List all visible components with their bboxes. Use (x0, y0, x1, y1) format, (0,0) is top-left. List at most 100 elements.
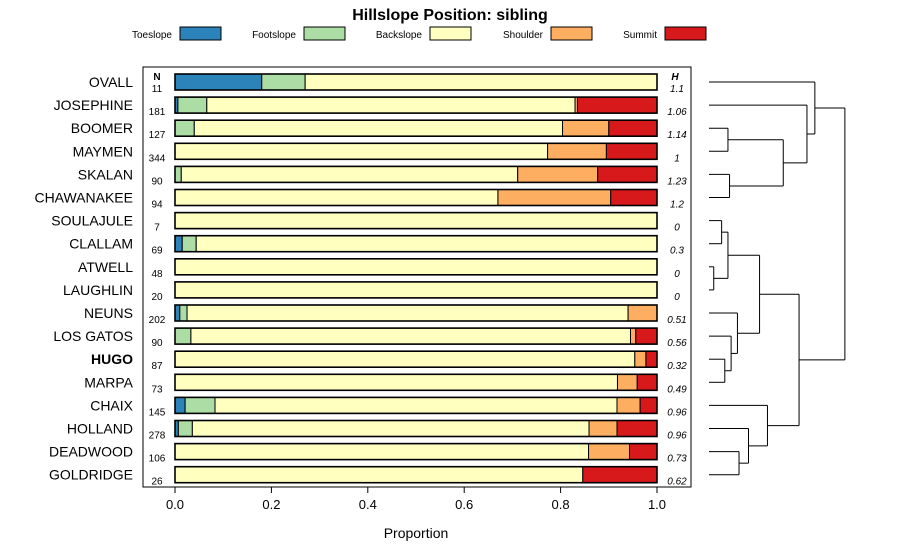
n-value: 202 (149, 315, 166, 326)
bar-segment-backslope (190, 327, 631, 345)
bar-atwell (174, 257, 658, 276)
bar-outline (174, 96, 658, 114)
bar-outline (174, 188, 658, 207)
category-label: JOSEPHINE (54, 97, 133, 113)
category-label: MARPA (84, 374, 133, 390)
bar-segment-shoulder (517, 165, 599, 183)
bar-outline (174, 234, 658, 253)
h-value: 1.1 (670, 84, 684, 95)
bar-outline (174, 396, 658, 415)
h-value: 0.51 (667, 315, 686, 326)
n-value: 145 (149, 407, 166, 418)
legend-label-toeslope: Toeslope (132, 30, 172, 41)
category-label: BOOMER (71, 120, 133, 136)
bar-ovall (174, 73, 658, 91)
bar-segment-footslope (174, 119, 195, 137)
h-value: 0 (674, 292, 680, 303)
bar-segment-backslope (174, 142, 549, 160)
category-label: MAYMEN (73, 143, 133, 159)
bar-outline (174, 142, 658, 161)
n-value: 94 (151, 200, 163, 211)
bar-segment-backslope (174, 189, 499, 206)
bar-segment-summit (616, 420, 658, 437)
bar-goldridge (174, 465, 658, 484)
bar-outline (174, 119, 658, 137)
bar-segment-backslope (304, 73, 658, 91)
bar-segment-footslope (174, 165, 182, 183)
n-header: N (153, 72, 160, 83)
bar-segment-backslope (174, 373, 618, 391)
bar-segment-summit (610, 189, 658, 206)
bars (174, 73, 658, 484)
bar-segment-summit (645, 350, 658, 368)
category-label: CHAWANAKEE (34, 190, 133, 206)
legend-label-summit: Summit (623, 30, 657, 41)
bar-segment-summit (597, 165, 658, 183)
legend-swatch-toeslope (179, 26, 222, 41)
legend-swatch-backslope (429, 26, 472, 41)
bar-outline (174, 465, 658, 484)
bar-segment-shoulder (616, 373, 638, 391)
n-value: 106 (149, 454, 166, 465)
h-value: 0 (674, 223, 680, 234)
category-label: GOLDRIDGE (49, 467, 133, 483)
n-value: 48 (151, 269, 163, 280)
bar-segment-shoulder (627, 304, 658, 322)
bar-segment-backslope (195, 235, 658, 253)
bar-segment-shoulder (588, 443, 631, 461)
bar-outline (174, 304, 658, 322)
bar-segment-summit (635, 327, 658, 345)
bar-chaix (174, 396, 658, 415)
bar-segment-backslope (174, 281, 658, 299)
bar-segment-shoulder (616, 396, 641, 414)
bar-segment-backslope (174, 350, 636, 368)
legend-swatch-footslope (303, 26, 346, 41)
category-label: CHAIX (90, 397, 133, 413)
bar-segment-summit (639, 396, 658, 414)
bar-deadwood (174, 442, 658, 461)
bar-segment-backslope (174, 212, 658, 230)
bar-outline (174, 257, 658, 276)
x-axis-title: Proportion (384, 525, 449, 541)
bar-soulajule (174, 211, 658, 230)
h-value: 0.56 (667, 338, 687, 349)
bar-segment-footslope (184, 396, 216, 414)
category-label: OVALL (89, 74, 133, 90)
bar-outline (174, 373, 658, 392)
bar-outline (174, 165, 658, 184)
n-value: 73 (151, 384, 163, 395)
chart-title: Hillslope Position: sibling (352, 7, 548, 24)
n-value: 69 (151, 246, 163, 257)
bar-segment-toeslope (174, 73, 263, 91)
bar-outline (174, 327, 658, 345)
category-label: HOLLAND (67, 421, 133, 437)
n-value: 87 (151, 361, 163, 372)
legend-label-footslope: Footslope (252, 30, 296, 41)
bar-segment-footslope (261, 73, 306, 91)
bar-segment-backslope (174, 258, 658, 276)
bar-chawanakee (174, 188, 658, 207)
x-axis: 0.0 0.2 0.4 0.6 0.8 1.0 (166, 487, 666, 512)
bar-segment-shoulder (562, 119, 610, 137)
legend-swatch-shoulder (550, 26, 593, 41)
n-value: 7 (154, 223, 160, 234)
bar-outline (174, 350, 658, 369)
n-value: 344 (149, 153, 166, 164)
bar-maymen (174, 142, 658, 161)
h-value: 0.96 (667, 431, 687, 442)
bar-segment-shoulder (547, 142, 607, 160)
category-label: LAUGHLIN (63, 282, 133, 298)
bar-boomer (174, 119, 658, 137)
bar-segment-summit (605, 142, 658, 160)
legend-label-shoulder: Shoulder (503, 30, 544, 41)
h-value: 0.62 (667, 477, 687, 488)
x-tick-label: 0.0 (166, 497, 184, 512)
bar-clallam (174, 234, 658, 253)
bar-segment-summit (576, 96, 658, 114)
bar-segment-backslope (174, 466, 584, 484)
category-label: SKALAN (78, 166, 133, 182)
bar-segment-backslope (214, 396, 618, 414)
bar-neuns (174, 304, 658, 322)
h-value: 1.2 (670, 200, 684, 211)
